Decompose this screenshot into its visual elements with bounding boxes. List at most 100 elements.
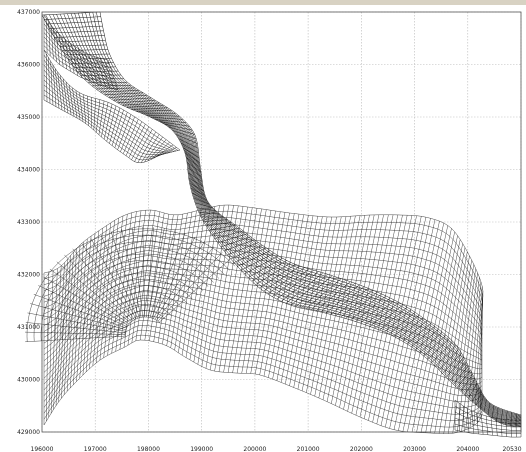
channel-cross-line (188, 177, 204, 187)
channel-cross-line (259, 264, 296, 289)
channel-cross-line (59, 44, 107, 47)
channel-cross-line (172, 130, 197, 140)
estuary-cross-line (443, 260, 472, 434)
channel-cross-line (122, 102, 160, 106)
y-tick-label: 430000 (17, 377, 40, 384)
fan-line (49, 269, 130, 325)
outflow-cross-line (505, 419, 508, 437)
estuary-cross-line (73, 241, 84, 385)
estuary-cross-line (385, 218, 431, 428)
channel-cross-line (51, 30, 104, 34)
fan-line (30, 303, 126, 330)
nw-top-cross-line (84, 52, 94, 83)
channel-cross-line (491, 405, 495, 419)
estuary-cross-line (149, 214, 169, 341)
nw-lobe-cross-line (103, 103, 113, 140)
channel-cross-line (406, 323, 431, 345)
estuary-cross-line (218, 206, 248, 372)
channel-cross-line (178, 138, 199, 149)
channel-cross-line (184, 152, 200, 163)
fan-line (121, 229, 142, 318)
estuary-cross-line (355, 214, 398, 416)
channel-cross-line (117, 100, 156, 104)
nw-lobe-cross-line (106, 105, 117, 142)
river-channel-mesh (41, 11, 522, 428)
y-tick-label: 434000 (17, 167, 40, 174)
channel-cross-line (350, 293, 382, 321)
channel-cross-line (300, 277, 337, 309)
estuary-cross-line (96, 222, 111, 363)
northwest-lobe-mesh (43, 14, 522, 438)
fan-line (72, 248, 134, 321)
nw-lobe-cross-line (54, 68, 60, 109)
outflow-cross-line (467, 408, 470, 433)
estuary-cross-line (380, 217, 427, 426)
nw-lobe-cross-line (131, 126, 149, 160)
estuary-cross-line (457, 272, 478, 433)
outflow-cross-line (481, 414, 484, 435)
nw-lobe-cross-line (140, 134, 160, 163)
fan-line (146, 227, 154, 318)
channel-cross-line (91, 84, 132, 87)
outflow-cross-line (462, 405, 465, 433)
nw-top-cross-line (67, 41, 75, 74)
nw-top-cross-line (77, 48, 86, 80)
estuary-cross-line (66, 248, 77, 392)
estuary-cross-line (314, 216, 351, 397)
estuary-cross-line (322, 215, 361, 400)
y-tick-label: 432000 (17, 272, 40, 279)
channel-cross-line (431, 341, 454, 363)
fan-arc (40, 241, 225, 341)
nw-lobe-cross-line (101, 102, 109, 138)
estuary-cross-line (364, 215, 408, 419)
estuary-cross-line (210, 205, 239, 371)
nw-lobe-cross-line (137, 131, 156, 163)
estuary-cross-line (461, 277, 480, 432)
channel-cross-line (310, 279, 346, 311)
estuary-cross-line (131, 209, 151, 343)
estuary-cross-line (263, 213, 295, 377)
nw-top-cross-line (81, 50, 90, 81)
fan-line (27, 312, 126, 332)
x-tick-label: 197000 (84, 446, 107, 452)
channel-cross-line (365, 299, 395, 325)
channel-cross-line (189, 182, 205, 192)
fan-line (148, 228, 165, 318)
channel-long-line (99, 11, 522, 416)
mesh-plot-area[interactable]: 196000 197000 198000 199000 200000 201000 2020… (0, 5, 526, 452)
fan-arc (47, 247, 220, 341)
estuary-cross-line (276, 215, 309, 381)
nw-lobe-cross-line (153, 144, 174, 159)
estuary-cross-line (465, 281, 482, 430)
channel-cross-line (168, 126, 195, 135)
channel-cross-line (150, 116, 184, 120)
estuary-cross-line (157, 214, 179, 343)
estuary-cross-line (335, 214, 375, 406)
estuary-cross-line (268, 214, 300, 378)
channel-cross-line (131, 107, 168, 110)
channel-cross-line (187, 167, 202, 178)
x-tick-label: 202000 (350, 446, 373, 452)
estuary-cross-line (438, 255, 470, 434)
channel-cross-line (468, 382, 478, 399)
channel-cross-line (345, 291, 378, 319)
fan-arc (75, 272, 198, 339)
channel-cross-line (223, 239, 255, 252)
estuary-cross-line (63, 251, 74, 395)
fan-line (153, 236, 196, 319)
nw-top-cross-line (71, 43, 79, 76)
channel-cross-line (155, 119, 187, 123)
y-tick-label: 435000 (17, 114, 40, 121)
estuary-cross-line (272, 214, 304, 380)
nw-lobe-cross-line (111, 109, 124, 146)
estuary-cross-line (185, 207, 211, 358)
fan-line (100, 234, 138, 319)
fan-line (43, 276, 129, 326)
fan-arc (54, 253, 214, 341)
channel-long-line (92, 12, 522, 417)
nw-top-cross-line (50, 24, 54, 59)
estuary-cross-line (416, 235, 458, 433)
nw-top-cross-line (103, 59, 115, 89)
window-top-band (0, 0, 526, 5)
mesh-plot-svg[interactable]: 196000 197000 198000 199000 200000 201000 2020… (0, 5, 526, 452)
